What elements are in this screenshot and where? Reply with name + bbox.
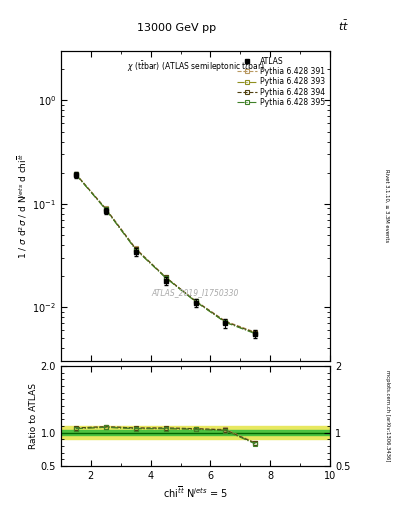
Legend: ATLAS, Pythia 6.428 391, Pythia 6.428 393, Pythia 6.428 394, Pythia 6.428 395: ATLAS, Pythia 6.428 391, Pythia 6.428 39… [236,55,326,109]
Text: ATLAS_2019_I1750330: ATLAS_2019_I1750330 [152,288,239,297]
X-axis label: chi$^{\overline{t}t}\ $N$^{jets}$ = 5: chi$^{\overline{t}t}\ $N$^{jets}$ = 5 [163,485,228,500]
Text: mcplots.cern.ch [arXiv:1306.3436]: mcplots.cern.ch [arXiv:1306.3436] [385,370,389,462]
Text: Rivet 3.1.10, ≥ 3.3M events: Rivet 3.1.10, ≥ 3.3M events [385,169,389,243]
Y-axis label: Ratio to ATLAS: Ratio to ATLAS [29,383,38,449]
Y-axis label: 1 / $\sigma$ d$^{2}$$\sigma$ / d N$^{jets}$ d chi$^{\overline{t}t}$: 1 / $\sigma$ d$^{2}$$\sigma$ / d N$^{jet… [15,153,29,259]
Text: $\chi$ (t$\bar{t}$bar) (ATLAS semileptonic t$\bar{t}$bar): $\chi$ (t$\bar{t}$bar) (ATLAS semilepton… [127,59,264,74]
Text: $t\bar{t}$: $t\bar{t}$ [338,19,349,33]
Text: 13000 GeV pp: 13000 GeV pp [137,23,217,33]
Bar [61,430,330,435]
Bar [61,426,330,439]
